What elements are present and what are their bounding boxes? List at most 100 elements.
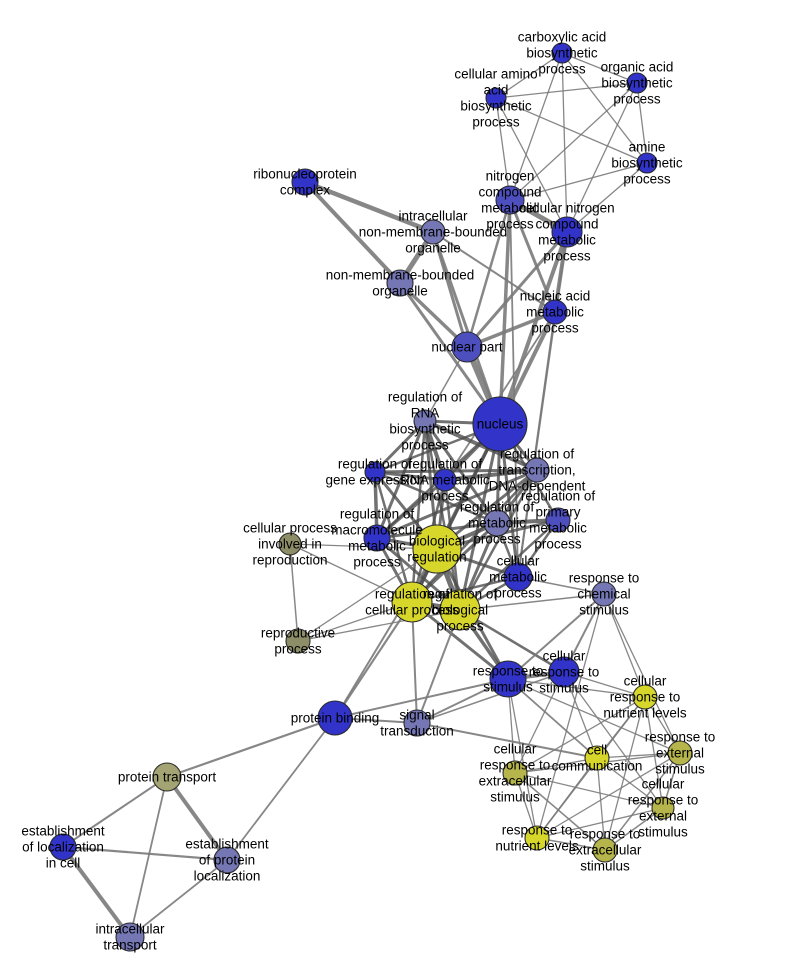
edge-cellrespnutr-respextra <box>604 696 646 851</box>
edge-respstim-cellrespnutr <box>507 678 646 698</box>
edge-respchem-respext <box>603 593 681 754</box>
node-estloc[interactable] <box>49 833 77 861</box>
edge-respnutr-cellrespext <box>536 807 664 839</box>
edge-organic-nitrogen <box>509 82 638 201</box>
node-respextra[interactable] <box>592 837 618 863</box>
node-cellrespextra[interactable] <box>502 760 528 786</box>
node-aminoacid[interactable] <box>485 87 507 109</box>
node-cellrespnutr[interactable] <box>632 684 658 710</box>
node-intratrans[interactable] <box>115 922 145 952</box>
node-label-regbioproc: regulation of biological process <box>423 587 498 634</box>
edge-prottrans-intratrans <box>129 776 168 938</box>
node-layer <box>49 42 693 952</box>
edge-cellnitro-nucleus <box>498 231 569 425</box>
edge-amine-nitrogen <box>509 162 648 201</box>
node-cellnitro[interactable] <box>551 216 583 248</box>
node-protbind[interactable] <box>317 700 353 736</box>
node-label-nmbo: non-membrane-bounded organelle <box>326 268 475 299</box>
node-label-cellrespext: cellular response to external stimulus <box>628 777 699 840</box>
edge-aminoacid-cellnitro <box>495 97 568 233</box>
node-estprotloc[interactable] <box>213 846 241 874</box>
node-regRNAbio[interactable] <box>413 409 437 433</box>
node-nucleus[interactable] <box>472 396 528 452</box>
node-respnutr[interactable] <box>524 825 550 851</box>
edge-reggeneexp-regmet <box>374 470 498 525</box>
edge-respchem-respnutr <box>536 593 605 839</box>
node-label-regcellproc: regulation of cellular process <box>365 587 459 618</box>
edge-regRNAbio-regmacromol <box>375 420 427 539</box>
edge-estloc-intratrans <box>61 845 132 939</box>
edge-respstim-respext <box>507 678 681 754</box>
edge-cellrespnutr-cellcomm <box>596 696 646 759</box>
node-label-cellrespextra: cellular response to extracellular stimulus <box>479 742 552 805</box>
node-regbioproc[interactable] <box>439 589 481 631</box>
edge-respstim-cellcomm <box>507 678 598 759</box>
edge-cellcomm-respext <box>596 752 681 759</box>
node-regmacromol[interactable] <box>363 524 391 552</box>
edge-nmbo-nucleus <box>398 282 502 425</box>
edge-protbind-estprotloc <box>226 717 336 861</box>
node-label-rnp: ribonucleoprotein complex <box>253 167 357 198</box>
node-respchem[interactable] <box>591 581 617 607</box>
node-label-respnutr: response to nutrient levels <box>495 823 579 854</box>
node-regRNAmet[interactable] <box>433 468 457 492</box>
edge-organic-aminoacid <box>495 82 638 99</box>
node-respstim[interactable] <box>489 660 527 698</box>
edge-regtransc-regmacromol <box>376 468 538 540</box>
node-cellcomm[interactable] <box>584 745 610 771</box>
node-reproproc[interactable] <box>285 628 311 654</box>
node-label-aminoacid: cellular amino acid biosynthetic process <box>454 67 537 130</box>
node-nmbo[interactable] <box>386 269 414 297</box>
node-regtransc[interactable] <box>524 457 550 483</box>
node-prottrans[interactable] <box>152 762 182 792</box>
edge-protbind-prottrans <box>166 716 336 779</box>
node-organic[interactable] <box>626 72 648 94</box>
node-rnp[interactable] <box>291 168 319 196</box>
node-amine[interactable] <box>636 152 658 174</box>
edge-rnp-nmbo <box>303 180 402 285</box>
edge-nitrogen-nucleus <box>498 199 512 425</box>
node-sigtrans[interactable] <box>403 709 431 737</box>
edge-amine-cellnitro <box>566 162 648 233</box>
edge-regRNAmet-reggeneexp <box>374 470 446 482</box>
node-regmet[interactable] <box>483 509 511 537</box>
edge-cellrespstim-sigtrans <box>416 671 565 724</box>
edge-organic-cellnitro <box>566 82 638 233</box>
node-reggeneexp[interactable] <box>364 461 386 483</box>
edge-cellrespextra-respextra <box>514 772 606 851</box>
node-label-nuclearpart: nuclear part <box>431 340 503 355</box>
edge-regtransc-reggeneexp <box>374 468 538 474</box>
node-bioreg[interactable] <box>412 524 462 574</box>
node-cellprocrepro[interactable] <box>278 532 302 556</box>
edge-cellrespnutr-cellrespextra <box>514 696 646 774</box>
edge-reproproc-regbioproc <box>297 609 461 642</box>
node-label-cellprocrepro: cellular process involved in reproduction <box>243 521 337 568</box>
edge-regRNAbio-regtransc <box>424 419 538 472</box>
node-label-regRNAmet: regulation of RNA metabolic process <box>400 457 490 504</box>
edge-cellnitro-nuclearpart <box>465 231 569 348</box>
node-respext[interactable] <box>667 740 693 766</box>
node-regprimmet[interactable] <box>545 507 571 533</box>
node-label-amine: amine biosynthetic process <box>611 140 683 187</box>
edge-carboxylic-nitrogen <box>509 52 563 201</box>
node-label-cellrespstim: cellular response to stimulus <box>529 649 600 696</box>
node-regcellproc[interactable] <box>391 581 433 623</box>
node-intranmbo[interactable] <box>420 219 446 245</box>
node-nuclearpart[interactable] <box>451 331 483 363</box>
edge-regRNAmet-regmacromol <box>376 478 446 540</box>
node-label-respextra: response to extracellular stimulus <box>569 827 642 874</box>
edge-respstim-respchem <box>507 593 605 680</box>
node-carboxylic[interactable] <box>551 42 573 64</box>
node-nitrogen[interactable] <box>495 185 525 215</box>
node-cellrespstim[interactable] <box>548 656 580 688</box>
edge-cellprocrepro-regcellproc <box>289 543 413 603</box>
edge-prottrans-estprotloc <box>165 775 229 862</box>
node-label-regRNAbio: regulation of RNA biosynthetic process <box>388 390 463 453</box>
node-cellmet[interactable] <box>503 562 533 592</box>
node-label-respext: response to external stimulus <box>645 730 716 777</box>
node-label-protbind: protein binding <box>291 711 380 726</box>
edge-cellcomm-sigtrans <box>416 722 598 759</box>
node-nucleicacid[interactable] <box>542 299 568 325</box>
node-cellrespext[interactable] <box>651 796 675 820</box>
